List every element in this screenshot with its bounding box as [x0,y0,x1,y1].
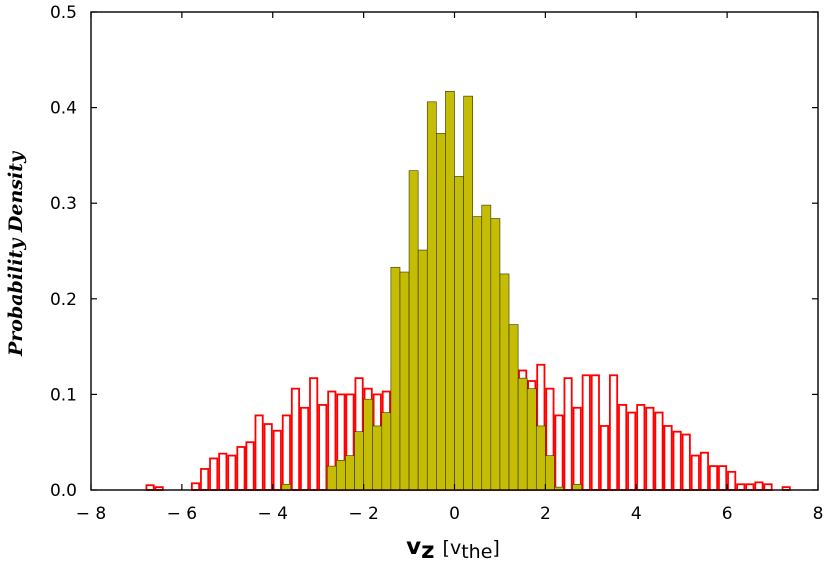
histogram-bar-filled [390,266,401,491]
y-axis-label: Probability Density [5,150,27,357]
x-axis-label: vz [vthe] [406,534,500,561]
histogram-bar-filled [481,204,492,491]
x-axis-unit-close: ] [492,537,499,559]
x-axis-unit: v [450,537,461,559]
x-axis-symbol: v [406,534,421,560]
x-tick-label: − 8 [76,504,106,524]
filled-series [281,91,583,491]
histogram-bar-filled [345,455,355,491]
y-tick-label: 0.1 [50,385,77,405]
x-tick-label: 6 [722,504,733,524]
histogram-bar-filled [381,412,392,491]
y-tick-label: 0.0 [50,481,77,501]
histogram-bar-filled [535,425,546,491]
x-tick-label: 4 [631,504,642,524]
histogram-bar-filled [472,216,483,491]
x-tick-label: − 4 [258,504,288,524]
histogram-bar-filled [363,398,374,491]
histogram-bar-filled [354,431,364,491]
axes: − 8 − 6 − 4 − 2 0 2 4 6 8 0.0 0.1 0.2 0.3 0.4 0.5 [50,3,823,524]
x-axis-unit-subscript: the [461,541,492,561]
histogram-bar-filled [417,249,428,491]
y-tick-label: 0.3 [50,194,77,214]
x-tick-label: 0 [449,504,460,524]
histogram-bar-filled [408,170,419,491]
histogram-bar-filled [372,425,383,491]
x-axis-unit-open: [ [443,537,450,559]
x-axis-subscript: z [421,538,434,561]
histogram-bar-filled [399,271,410,491]
y-tick-label: 0.5 [50,3,77,23]
histogram-bar-filled [336,460,346,491]
histogram-bar-filled [445,91,455,491]
histogram-bar-filled [499,273,510,491]
histogram-bar-filled [572,483,583,491]
histogram-bar-filled [281,483,292,491]
x-tick-label: 2 [540,504,551,524]
histogram-bar-filled [526,388,537,491]
histogram-bar-filled [545,455,555,491]
histogram-bar-filled [463,95,473,491]
histogram-bar-filled [326,465,337,491]
x-tick-label: − 2 [348,504,378,524]
x-tick-label: 8 [813,504,824,524]
histogram-bar-filled [508,324,519,491]
histogram-bar-filled [490,218,501,491]
histogram-bar-filled [517,377,528,491]
y-tick-label: 0.4 [50,99,77,119]
histogram-bar-filled [426,101,437,491]
x-tick-label: − 6 [167,504,197,524]
y-tick-label: 0.2 [50,290,77,310]
histogram-bar-filled [436,133,446,491]
histogram-bar-filled [454,176,464,491]
